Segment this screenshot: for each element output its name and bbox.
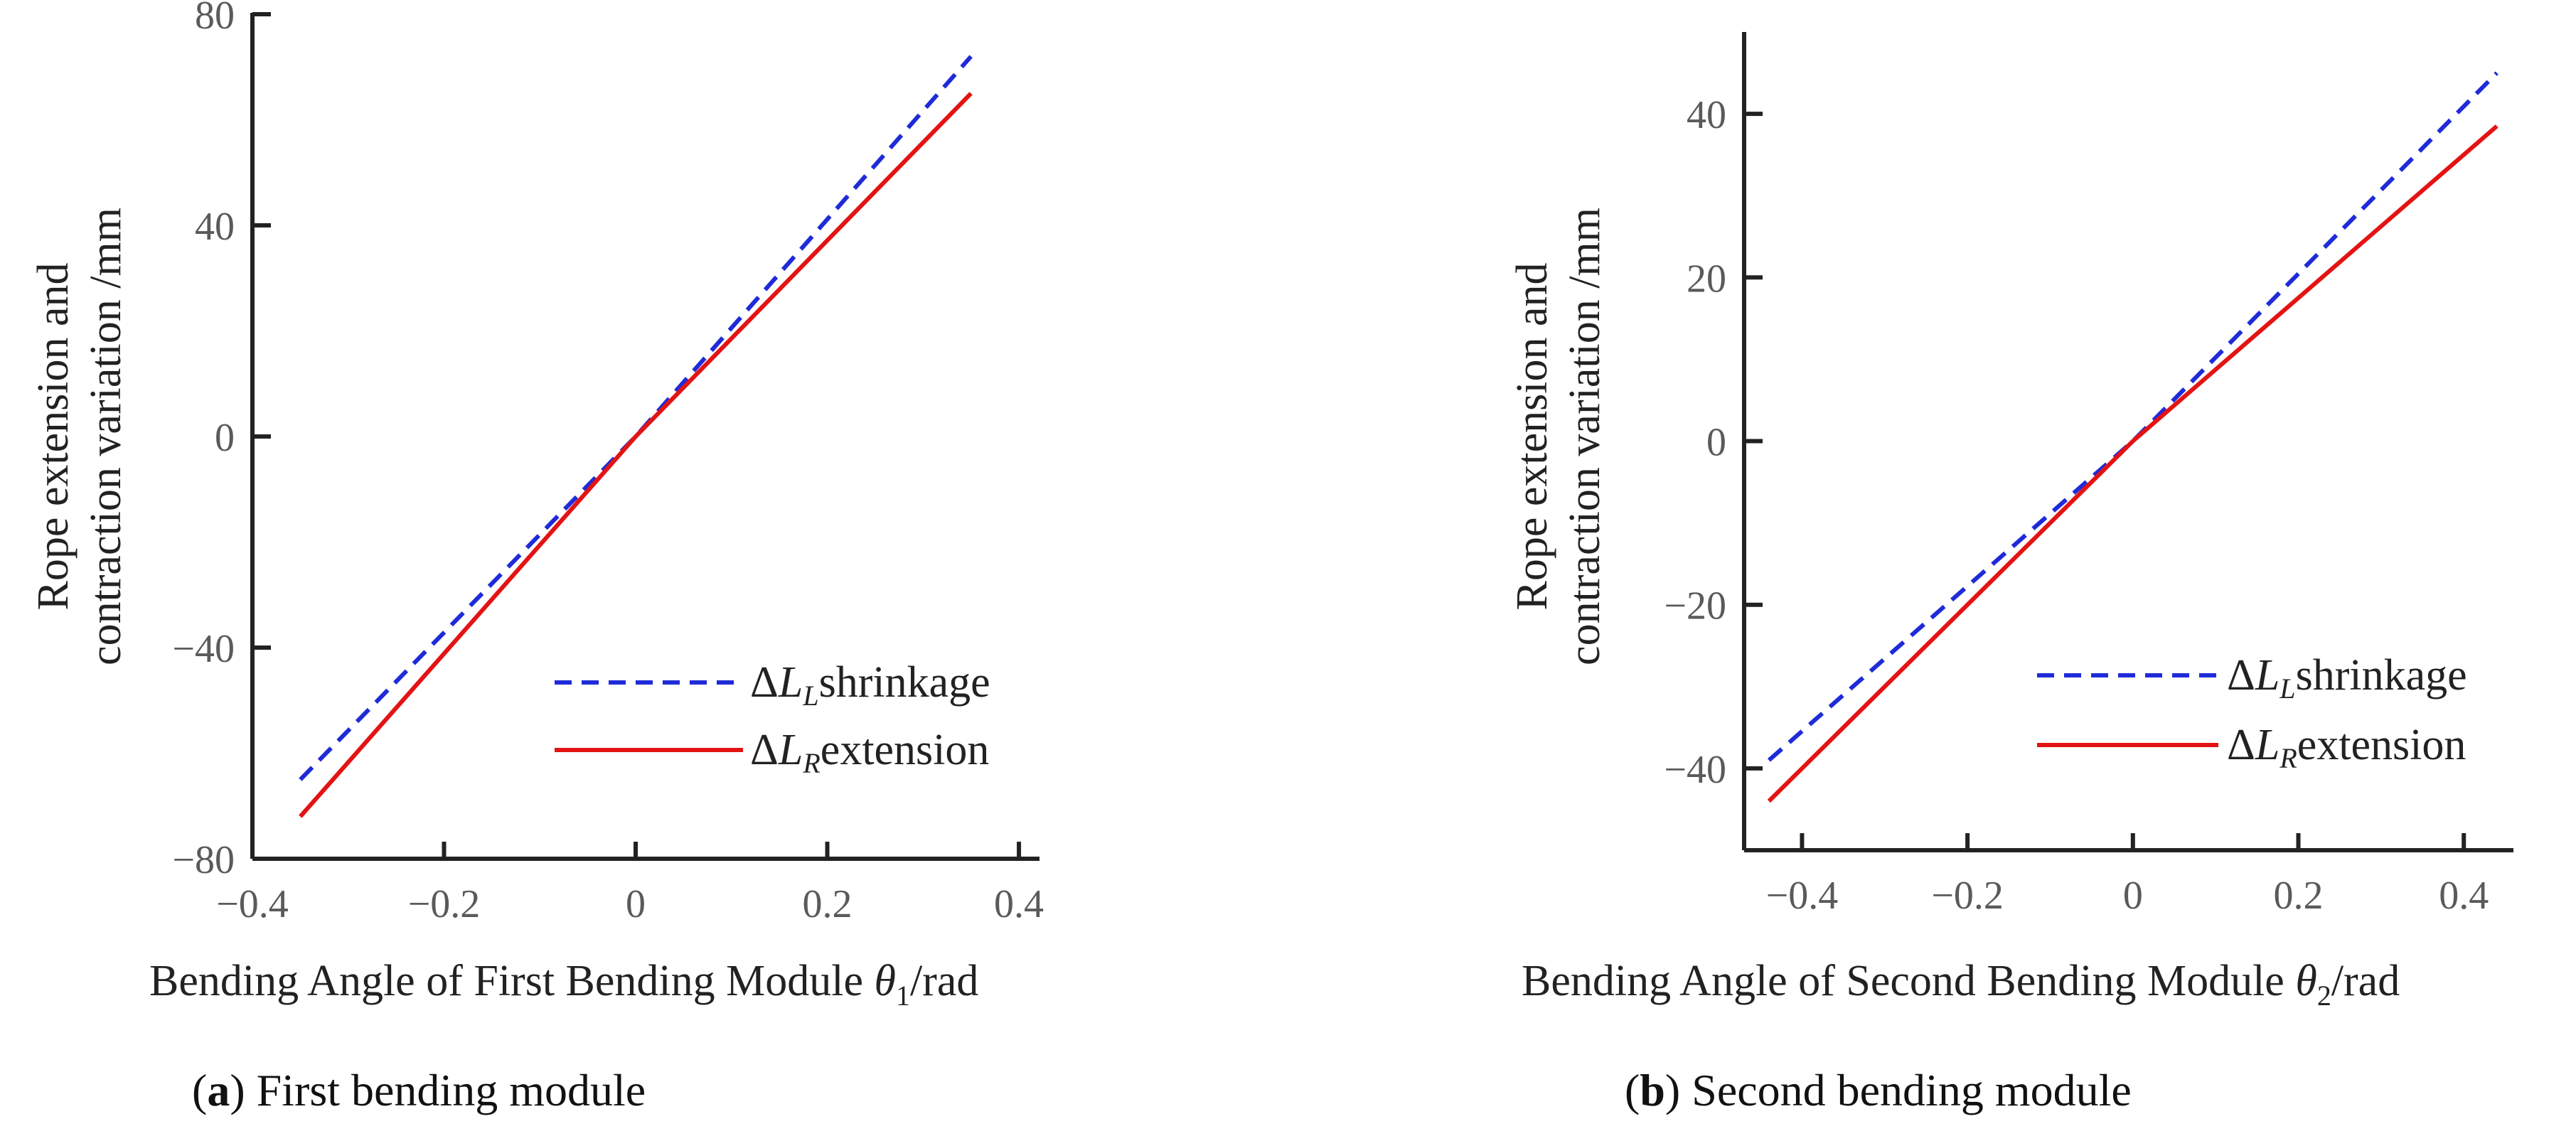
x-tick-label: −0.4 <box>1766 874 1839 918</box>
legend-label-shrinkage: ΔLLshrinkage <box>750 658 990 712</box>
legend-subscript: R <box>802 747 820 779</box>
caption-close-paren: ) <box>230 1065 245 1115</box>
y-tick-label: 80 <box>195 0 235 38</box>
legend-label-extension: ΔLRextension <box>750 726 989 779</box>
legend-var: L <box>2255 721 2280 769</box>
series-line-extension <box>299 92 973 818</box>
y-axis-title-line1: Rope extension and <box>29 262 78 610</box>
caption-open-paren: ( <box>1625 1065 1640 1115</box>
x-tick-label: −0.4 <box>216 882 289 926</box>
x-axis-title-text: Bending Angle of Second Bending Module <box>1522 957 2295 1005</box>
y-axis-title-line2: contraction variation /mm <box>82 208 130 665</box>
x-axis-title-subscript: 1 <box>896 980 910 1012</box>
legend-label-extension: ΔLRextension <box>2227 721 2466 774</box>
y-tick-label: 40 <box>1687 93 1726 137</box>
caption-letter: b <box>1640 1065 1665 1115</box>
x-axis-title: Bending Angle of Second Bending Module θ… <box>1522 957 2400 1012</box>
y-axis-title: Rope extension andcontraction variation … <box>1508 208 1609 665</box>
y-tick-label: 0 <box>215 416 235 460</box>
legend-label-shrinkage: ΔLLshrinkage <box>2227 651 2467 704</box>
x-tick-label: 0 <box>626 882 646 926</box>
y-tick-label: −40 <box>172 627 235 671</box>
legend-subscript: L <box>2279 673 2295 704</box>
legend-var: L <box>778 726 803 774</box>
caption-close-paren: ) <box>1665 1065 1680 1115</box>
caption-text: First bending module <box>245 1065 646 1115</box>
x-axis-title-theta: θ <box>2295 957 2316 1005</box>
legend-text: extension <box>821 726 990 774</box>
x-axis-title: Bending Angle of First Bending Module θ1… <box>149 957 978 1012</box>
panel-caption: (a) First bending module <box>192 1065 646 1115</box>
legend-text: shrinkage <box>819 658 990 707</box>
y-tick-label: −80 <box>172 838 235 882</box>
x-tick-label: 0 <box>2123 874 2143 918</box>
legend-subscript: L <box>802 680 818 712</box>
caption-text: Second bending module <box>1680 1065 2132 1115</box>
caption-open-paren: ( <box>192 1065 207 1115</box>
y-axis-title: Rope extension andcontraction variation … <box>29 208 130 665</box>
x-tick-label: −0.2 <box>1931 874 2004 918</box>
series-line-extension <box>1767 124 2498 803</box>
y-tick-label: −40 <box>1664 748 1726 792</box>
y-tick-label: 0 <box>1706 421 1726 465</box>
panel-caption: (b) Second bending module <box>1625 1065 2132 1115</box>
legend-text: extension <box>2297 721 2467 769</box>
x-tick-label: 0.4 <box>2439 874 2489 918</box>
y-tick-label: 40 <box>195 205 235 249</box>
caption-letter: a <box>207 1065 230 1115</box>
y-axis-title-line1: Rope extension and <box>1508 262 1556 610</box>
legend-delta: Δ <box>2227 651 2255 700</box>
x-axis-title-unit: /rad <box>910 957 978 1005</box>
x-axis-title-theta: θ <box>875 957 896 1005</box>
y-axis-title-line2: contraction variation /mm <box>1561 208 1609 665</box>
x-tick-label: 0.4 <box>994 882 1044 926</box>
legend-subscript: R <box>2279 742 2297 774</box>
x-tick-label: 0.2 <box>2274 874 2324 918</box>
legend-delta: Δ <box>750 658 779 707</box>
x-axis-title-text: Bending Angle of First Bending Module <box>149 957 875 1005</box>
y-tick-label: −20 <box>1664 584 1726 628</box>
y-tick-label: 20 <box>1687 257 1726 301</box>
legend-text: shrinkage <box>2296 651 2467 700</box>
x-tick-label: 0.2 <box>803 882 853 926</box>
series-line-shrinkage <box>299 55 973 781</box>
legend-delta: Δ <box>750 726 779 774</box>
x-axis-title-unit: /rad <box>2331 957 2400 1005</box>
x-axis-title-subscript: 2 <box>2317 980 2331 1012</box>
x-tick-label: −0.2 <box>408 882 481 926</box>
legend-var: L <box>778 658 803 707</box>
legend-delta: Δ <box>2227 721 2255 769</box>
legend-var: L <box>2255 651 2280 700</box>
